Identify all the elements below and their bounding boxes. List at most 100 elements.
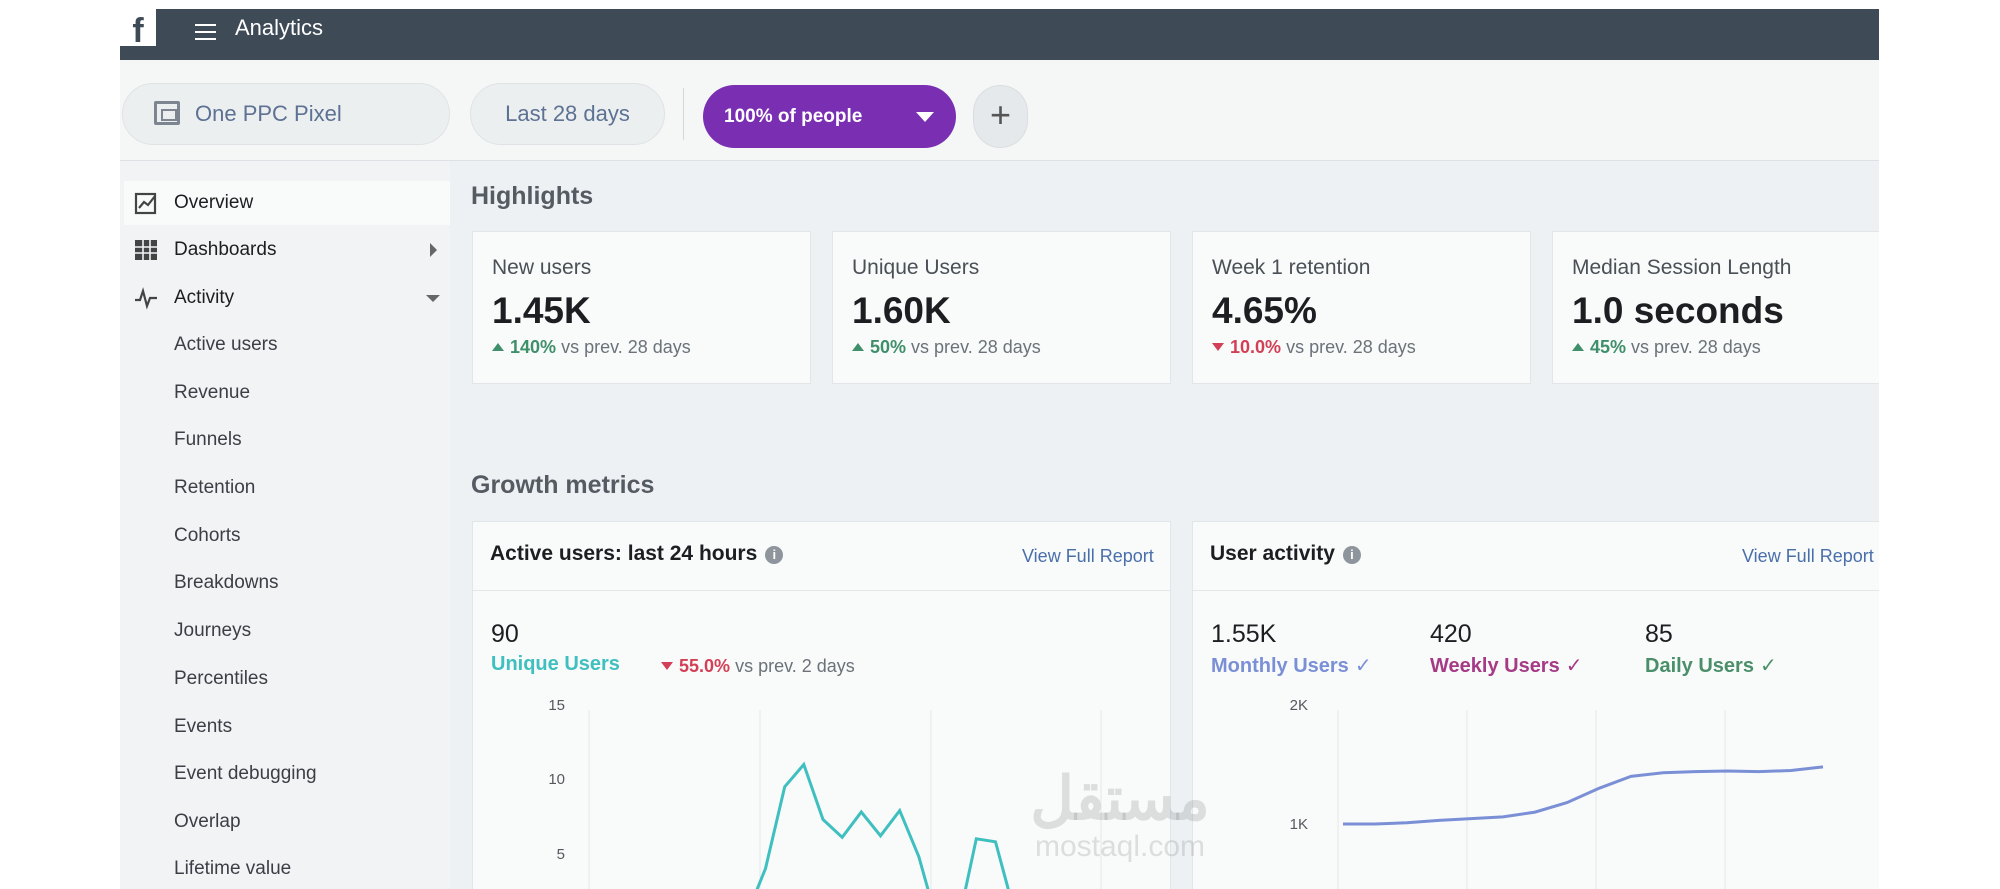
daily-users-value: 85 — [1645, 620, 1673, 648]
unique-users-value: 90 — [491, 620, 519, 648]
trend-up-icon — [492, 343, 504, 351]
sidebar-item-cohorts[interactable]: Cohorts — [174, 525, 241, 546]
hamburger-menu-icon[interactable] — [195, 24, 216, 40]
monthly-users-value: 1.55K — [1211, 620, 1277, 648]
growth-metrics-heading: Growth metrics — [471, 471, 655, 499]
panel-title: Active users: last 24 hours i — [490, 542, 784, 566]
delta-value: 50% — [870, 337, 907, 357]
audience-label: 100% of people — [724, 106, 863, 127]
highlight-card-unique-users[interactable]: Unique Users 1.60K 50% vs prev. 28 days — [832, 231, 1171, 384]
info-icon[interactable]: i — [765, 546, 784, 564]
trend-down-icon — [661, 662, 673, 670]
card-delta: 140% vs prev. 28 days — [492, 337, 691, 358]
sidebar-item-overlap[interactable]: Overlap — [174, 811, 241, 832]
delta-comparison: vs prev. 28 days — [561, 337, 691, 357]
facebook-logo-icon[interactable]: f — [120, 9, 156, 46]
check-icon: ✓ — [1759, 655, 1777, 677]
watermark-arabic-text: مستقل — [1030, 765, 1210, 832]
info-icon[interactable]: i — [1342, 546, 1361, 564]
highlight-card-median-session[interactable]: Median Session Length 1.0 seconds 45% vs… — [1552, 231, 1879, 384]
highlight-card-week1-retention[interactable]: Week 1 retention 4.65% 10.0% vs prev. 28… — [1192, 231, 1531, 384]
card-value: 4.65% — [1212, 290, 1317, 331]
filter-divider — [683, 88, 684, 140]
sidebar-item-label: Overview — [174, 192, 254, 213]
sidebar-item-event-debugging[interactable]: Event debugging — [174, 763, 317, 784]
weekly-users-toggle[interactable]: Weekly Users ✓ — [1430, 653, 1582, 678]
check-icon: ✓ — [1354, 655, 1372, 677]
card-label: Week 1 retention — [1212, 256, 1371, 279]
active-users-delta: 55.0% vs prev. 2 days — [661, 656, 855, 677]
monthly-users-toggle[interactable]: Monthly Users ✓ — [1211, 653, 1372, 678]
card-delta: 45% vs prev. 28 days — [1572, 337, 1761, 358]
view-full-report-link[interactable]: View Full Report — [1742, 546, 1874, 566]
delta-comparison: vs prev. 2 days — [735, 656, 855, 676]
caret-down-icon — [916, 112, 934, 122]
monthly-users-label: Monthly Users — [1211, 655, 1349, 677]
sidebar-item-breakdowns[interactable]: Breakdowns — [174, 572, 279, 593]
active-users-chart: 15 10 5 — [548, 697, 1102, 889]
sidebar-item-overview[interactable]: Overview — [124, 181, 450, 225]
sidebar-item-label: Activity — [174, 287, 235, 308]
trend-down-icon — [1212, 343, 1224, 351]
user-activity-chart: 2K 1K — [1290, 697, 1824, 889]
card-delta: 50% vs prev. 28 days — [852, 337, 1041, 358]
card-label: Median Session Length — [1572, 256, 1792, 279]
delta-value: 55.0% — [679, 656, 731, 676]
panel-title: User activity i — [1210, 542, 1361, 566]
delta-value: 140% — [510, 337, 557, 357]
y-tick-label: 2K — [1290, 697, 1308, 714]
sidebar-item-label: Dashboards — [174, 239, 277, 260]
card-delta: 10.0% vs prev. 28 days — [1212, 337, 1416, 358]
chevron-down-icon — [426, 295, 440, 302]
panel-header: Active users: last 24 hours i View Full R… — [473, 522, 1170, 591]
delta-comparison: vs prev. 28 days — [1631, 337, 1761, 357]
add-filter-button[interactable]: + — [973, 85, 1028, 148]
pixel-icon — [154, 101, 180, 125]
y-tick-label: 10 — [548, 771, 565, 788]
date-range-selector[interactable]: Last 28 days — [470, 83, 665, 145]
weekly-users-value: 420 — [1430, 620, 1472, 648]
weekly-users-label: Weekly Users — [1430, 655, 1560, 677]
highlight-card-new-users[interactable]: New users 1.45K 140% vs prev. 28 days — [472, 231, 811, 384]
card-value: 1.0 seconds — [1572, 290, 1784, 331]
check-icon: ✓ — [1565, 655, 1583, 677]
watermark-latin-text: mostaql.com — [1034, 830, 1206, 863]
delta-value: 45% — [1590, 337, 1627, 357]
monthly-users-series-line — [1343, 765, 1824, 826]
trend-up-icon — [1572, 343, 1584, 351]
sidebar-item-lifetime-value[interactable]: Lifetime value — [174, 858, 292, 879]
sidebar-item-activity[interactable]: Activity — [124, 276, 450, 320]
sidebar-item-active-users[interactable]: Active users — [174, 334, 278, 355]
y-tick-label: 1K — [1290, 816, 1308, 833]
sidebar-item-funnels[interactable]: Funnels — [174, 429, 242, 450]
chevron-right-icon — [430, 243, 437, 257]
y-tick-label: 15 — [548, 697, 565, 714]
sidebar-item-dashboards[interactable]: Dashboards — [124, 228, 450, 272]
overview-chart-icon — [134, 192, 157, 215]
card-value: 1.45K — [492, 290, 591, 331]
sidebar-item-journeys[interactable]: Journeys — [174, 620, 252, 641]
unique-users-label: Unique Users — [491, 653, 620, 675]
sidebar-item-events[interactable]: Events — [174, 716, 233, 737]
unique-users-series-line — [755, 761, 1010, 889]
card-value: 1.60K — [852, 290, 951, 331]
audience-dropdown[interactable]: 100% of people — [703, 85, 956, 148]
sidebar-item-percentiles[interactable]: Percentiles — [174, 668, 268, 689]
analytics-app: f Analytics One PPC Pixel Last 28 days 1… — [120, 9, 1879, 889]
daily-users-toggle[interactable]: Daily Users ✓ — [1645, 653, 1777, 678]
filter-bar: One PPC Pixel Last 28 days 100% of peopl… — [120, 60, 1879, 161]
pixel-label: One PPC Pixel — [195, 101, 342, 126]
y-tick-label: 5 — [557, 846, 565, 863]
sidebar-item-revenue[interactable]: Revenue — [174, 382, 251, 403]
pixel-selector[interactable]: One PPC Pixel — [122, 83, 450, 145]
app-title: Analytics — [235, 15, 324, 40]
panel-header: User activity i View Full Report — [1193, 522, 1879, 591]
trend-up-icon — [852, 343, 864, 351]
view-full-report-link[interactable]: View Full Report — [1022, 546, 1154, 566]
sidebar-item-retention[interactable]: Retention — [174, 477, 256, 498]
card-label: Unique Users — [852, 256, 980, 279]
highlights-heading: Highlights — [471, 182, 594, 210]
top-bar: f Analytics — [120, 9, 1879, 60]
dashboard-grid-icon — [135, 240, 157, 260]
card-label: New users — [492, 256, 592, 279]
